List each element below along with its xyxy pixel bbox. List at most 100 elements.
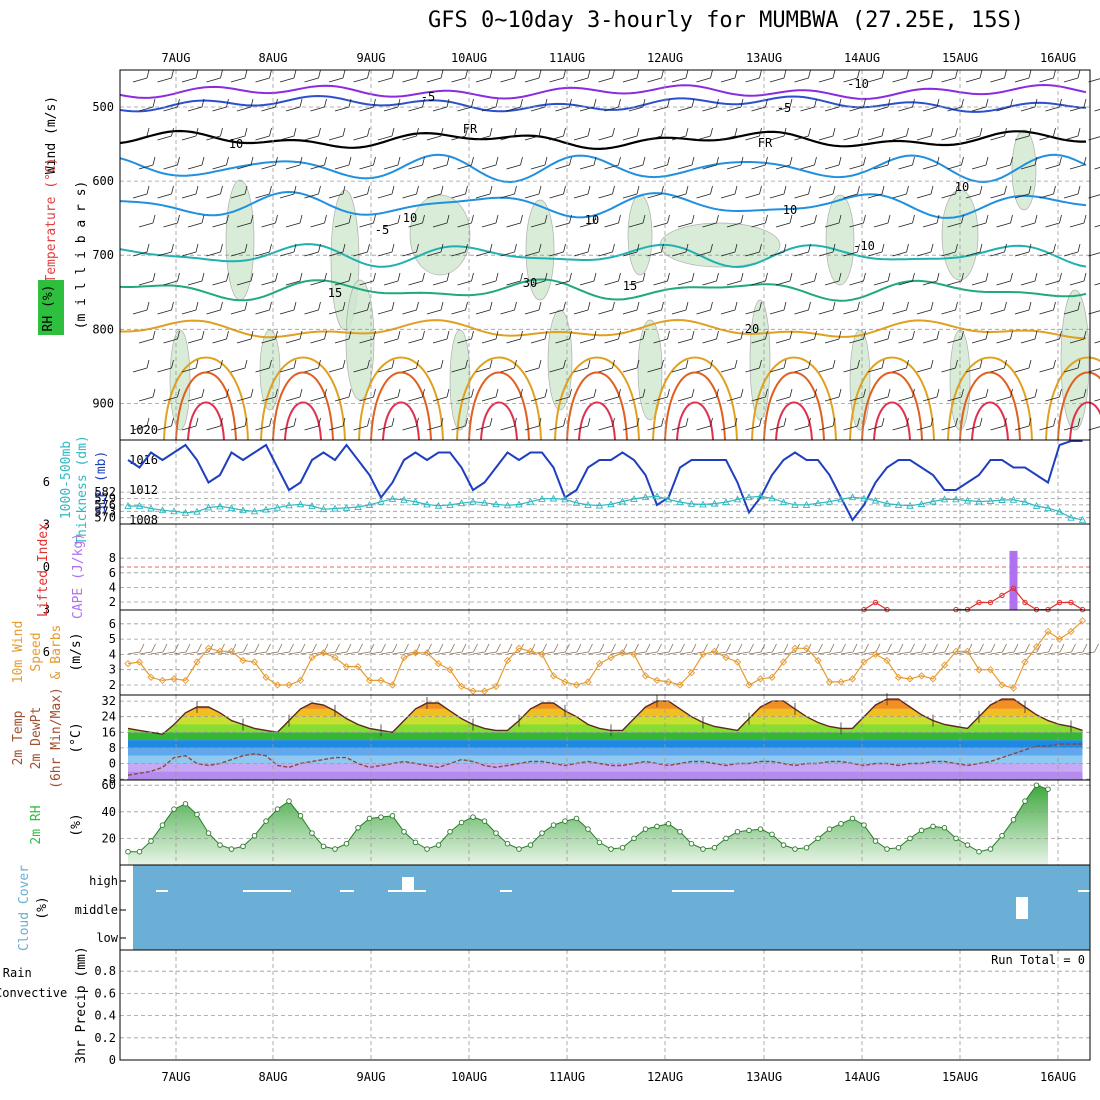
wind-barb (1020, 338, 1036, 344)
li-tick-label: 0 (43, 560, 50, 574)
wind10m-barb-flag (1025, 643, 1030, 653)
wind-barb-flag (691, 330, 695, 340)
thickness-point (388, 494, 397, 502)
wind-barb (604, 338, 619, 344)
wind-barb-flag (269, 243, 272, 253)
thickness-point (848, 493, 857, 501)
wind-barb (671, 309, 687, 315)
thickness-line (128, 495, 1083, 521)
rh-point (274, 806, 281, 812)
wind-barb-flag (1083, 156, 1087, 166)
thickness-point (158, 506, 167, 514)
wind-barb-flag (1034, 330, 1038, 340)
thickness-point (342, 503, 351, 511)
wind-barb (579, 222, 595, 228)
wind-barb-flag (446, 156, 450, 166)
wind-barb-flag (177, 156, 180, 166)
wind10m-point (262, 673, 270, 681)
wind-barb (304, 367, 319, 373)
wind10m-barb (277, 651, 290, 655)
wind-barb-flag (489, 359, 493, 369)
axis-label-2m-dewpt: 2m DewPt (29, 707, 44, 770)
wind10m-barb-flag (346, 643, 352, 653)
wind-barb (206, 425, 221, 431)
wind-barb (1045, 338, 1060, 344)
cloud-level-label: middle (75, 903, 118, 917)
wind-barb-flag (489, 243, 493, 253)
wind-barb-flag (587, 417, 591, 427)
wind-barb (206, 251, 221, 257)
wind-barb (720, 367, 736, 373)
wind-barb (212, 106, 227, 112)
wind10m-barb (771, 651, 785, 655)
wind-barb (892, 193, 907, 199)
contour-label: FR (758, 136, 773, 150)
thickness-point (561, 495, 569, 503)
wind-barb (230, 309, 246, 315)
wind-barb (598, 251, 613, 257)
wind-barb (702, 164, 717, 170)
wind-barb (1063, 77, 1079, 83)
wind-barb (530, 338, 546, 344)
wind-barb (751, 222, 766, 228)
wind-barb-flag (495, 98, 499, 108)
wind-barb-flag (569, 272, 572, 282)
wind10m-point (814, 656, 822, 665)
date-label-top: 15AUG (942, 51, 978, 65)
wind-barb-flag (887, 214, 891, 224)
wind10m-barb (921, 651, 934, 655)
wind-barb (941, 193, 956, 199)
wind-barb-flag (318, 359, 321, 369)
wind-barb-flag (563, 417, 566, 427)
rh-point (872, 838, 879, 844)
wind10m-barb (127, 651, 141, 655)
wind-barb (947, 338, 962, 344)
wind-barb (408, 280, 423, 286)
wind-barb (432, 396, 448, 402)
wind10m-point (181, 676, 190, 685)
rh-point (976, 848, 982, 855)
wind-barb-flag (465, 359, 468, 369)
wind-barb (285, 164, 301, 170)
lifted-index-line (956, 587, 1083, 611)
wind-barb-flag (985, 98, 989, 108)
wind-barb-flag (887, 272, 891, 282)
contour-label: -5 (777, 101, 791, 115)
rh-contour-area (225, 179, 255, 301)
wind-barb (261, 338, 276, 344)
thickness-point (285, 501, 293, 509)
wind-barb (916, 193, 932, 199)
wind-barb-flag (1077, 127, 1081, 137)
wind-barb (1063, 193, 1079, 199)
wind-barb (530, 396, 546, 402)
wind-barb-flag (1034, 272, 1038, 282)
wind-barb-flag (955, 417, 958, 427)
wind-barb (353, 425, 368, 431)
wind-barb-flag (955, 69, 958, 79)
wind-barb-flag (857, 69, 860, 79)
wind-barb (775, 396, 791, 402)
thickness-point (216, 502, 224, 510)
wind-barb (475, 77, 491, 83)
wind-barb-flag (1034, 156, 1038, 166)
temp-tick-label: -8 (102, 772, 116, 786)
wind-barb-flag (171, 185, 174, 195)
wind10m-barb (783, 651, 796, 655)
wind10m-point (492, 682, 500, 691)
wind-tick-label: 2 (109, 678, 116, 692)
wind-barb-flag (146, 69, 150, 79)
wind-barb (181, 425, 197, 431)
rh-point (240, 843, 246, 850)
wind-barb (726, 222, 742, 228)
thickness-point (883, 499, 891, 507)
wind-barb-flag (275, 214, 278, 224)
wind-barb (971, 280, 987, 286)
wind-barb-flag (422, 214, 425, 224)
wind-barb-flag (636, 301, 640, 311)
wind-barb-flag (171, 359, 174, 369)
wind-barb-flag (563, 359, 566, 369)
wind-barb-flag (275, 156, 278, 166)
wind-barb-flag (838, 272, 842, 282)
wind-barb-flag (342, 359, 346, 369)
